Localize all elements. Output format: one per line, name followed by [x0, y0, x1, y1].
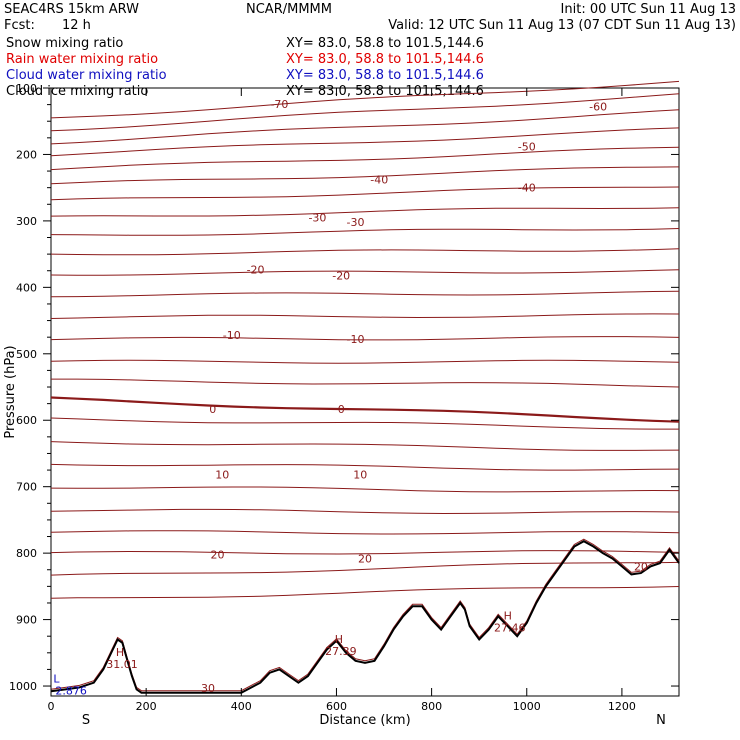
isotherm-line — [50, 396, 680, 423]
isotherm-line — [50, 550, 680, 555]
x-tick-label: 800 — [421, 700, 442, 713]
isotherm-line — [50, 586, 680, 599]
y-tick-label: 300 — [16, 215, 37, 228]
field-xy-1: XY= 83.0, 58.8 to 101.5,144.6 — [286, 52, 484, 67]
terrain-line — [50, 540, 680, 694]
y-tick-label: 200 — [16, 148, 37, 161]
contour-label: -30 — [308, 212, 326, 225]
extremum-value: 27.39 — [325, 645, 357, 658]
x-tick-label: 1200 — [608, 700, 636, 713]
isotherm-line — [50, 336, 680, 341]
isotherm-contours — [50, 80, 680, 599]
extremum-value: 31.01 — [106, 658, 138, 671]
isotherm-line — [50, 166, 680, 185]
contour-label: 20 — [634, 560, 648, 573]
contour-label: -10 — [223, 329, 241, 342]
contour-label: -60 — [589, 101, 607, 114]
contour-label: 0 — [209, 403, 216, 416]
contour-label: 0 — [338, 403, 345, 416]
x-tick-label: 200 — [136, 700, 157, 713]
isotherm-line — [50, 109, 680, 145]
field-name-0: Snow mixing ratio — [6, 36, 123, 51]
field-legend: Snow mixing ratio XY= 83.0, 58.8 to 101.5… — [6, 36, 484, 99]
y-tick-label: 700 — [16, 481, 37, 494]
isotherm-line — [50, 530, 680, 535]
x-tick-label: 1000 — [513, 700, 541, 713]
x-tick-label: 600 — [326, 700, 347, 713]
terrain-profile — [50, 538, 680, 694]
valid-time: Valid: 12 UTC Sun 11 Aug 13 (07 CDT Sun … — [388, 18, 736, 33]
fcst-label: Fcst: — [4, 18, 35, 33]
x-tick-label: 400 — [231, 700, 252, 713]
isotherm-line — [50, 186, 680, 201]
contour-label: 30 — [201, 682, 215, 695]
isotherm-line — [50, 417, 679, 430]
model-title: SEAC4RS 15km ARW — [4, 2, 139, 17]
isotherm-line — [50, 508, 680, 515]
fcst-value: 12 h — [62, 18, 91, 33]
field-xy-0: XY= 83.0, 58.8 to 101.5,144.6 — [286, 36, 484, 51]
isotherm-line — [50, 269, 680, 276]
isotherm-line — [50, 248, 680, 256]
y-tick-label: 100 — [16, 82, 37, 95]
south-label: S — [82, 713, 90, 728]
extremum-letter: H — [335, 633, 343, 646]
y-tick-label: 400 — [16, 281, 37, 294]
field-name-2: Cloud water mixing ratio — [6, 68, 167, 83]
y-axis-label: Pressure (hPa) — [3, 345, 18, 438]
plot-frame — [50, 87, 680, 697]
contour-label: -70 — [270, 98, 288, 111]
isotherm-line — [50, 80, 680, 119]
y-tick-label: 600 — [16, 414, 37, 427]
field-name-1: Rain water mixing ratio — [6, 52, 158, 67]
isotherm-line — [50, 486, 680, 493]
contour-label: -40 — [370, 174, 388, 187]
field-xy-2: XY= 83.0, 58.8 to 101.5,144.6 — [286, 68, 484, 83]
y-tick-label: 1000 — [9, 680, 37, 693]
contour-label: -20 — [332, 269, 350, 282]
isotherm-line — [50, 359, 680, 364]
x-tick-label: 0 — [48, 700, 55, 713]
contour-label: -10 — [347, 333, 365, 346]
axes: 0 200 400 600 800 1000 12001000900800700600500… — [9, 82, 679, 713]
isotherm-line — [50, 127, 680, 157]
extremum-value: 2.876 — [55, 685, 86, 698]
isotherm-line — [50, 93, 680, 132]
contour-label: 10 — [215, 469, 229, 482]
contour-label: -20 — [247, 263, 265, 276]
extremum-letter: L — [53, 673, 60, 686]
contour-labels: -70 -60 -50 -40 -40 -30 -30 -20 -20 -10 -10 0 0 10 10 2… — [201, 98, 648, 695]
isotherm-line — [50, 290, 680, 298]
north-label: N — [656, 713, 666, 728]
isotherm-line — [50, 463, 680, 471]
isotherm-line — [50, 441, 680, 451]
isotherm-line — [51, 378, 680, 388]
contour-label: -30 — [347, 216, 365, 229]
x-axis-label: Distance (km) — [319, 713, 410, 728]
contour-label: 20 — [211, 548, 225, 561]
contour-label: 10 — [353, 469, 367, 482]
extremum-letter: H — [116, 646, 124, 659]
isotherm-line — [50, 313, 680, 319]
isotherm-line — [50, 207, 680, 217]
contour-label: 20 — [358, 552, 372, 565]
contour-label: -50 — [518, 140, 536, 153]
y-tick-label: 500 — [16, 348, 37, 361]
y-tick-label: 800 — [16, 547, 37, 560]
init-time: Init: 00 UTC Sun 11 Aug 13 — [561, 2, 736, 17]
extremum-letter: H — [504, 610, 512, 623]
isotherm-line — [50, 146, 680, 171]
contour-label: -40 — [518, 182, 536, 195]
isotherm-line — [50, 228, 680, 236]
isotherm-line — [50, 561, 680, 576]
extremum-value: 27.46 — [494, 622, 526, 635]
y-tick-label: 900 — [16, 614, 37, 627]
org-label: NCAR/MMMM — [246, 2, 332, 17]
